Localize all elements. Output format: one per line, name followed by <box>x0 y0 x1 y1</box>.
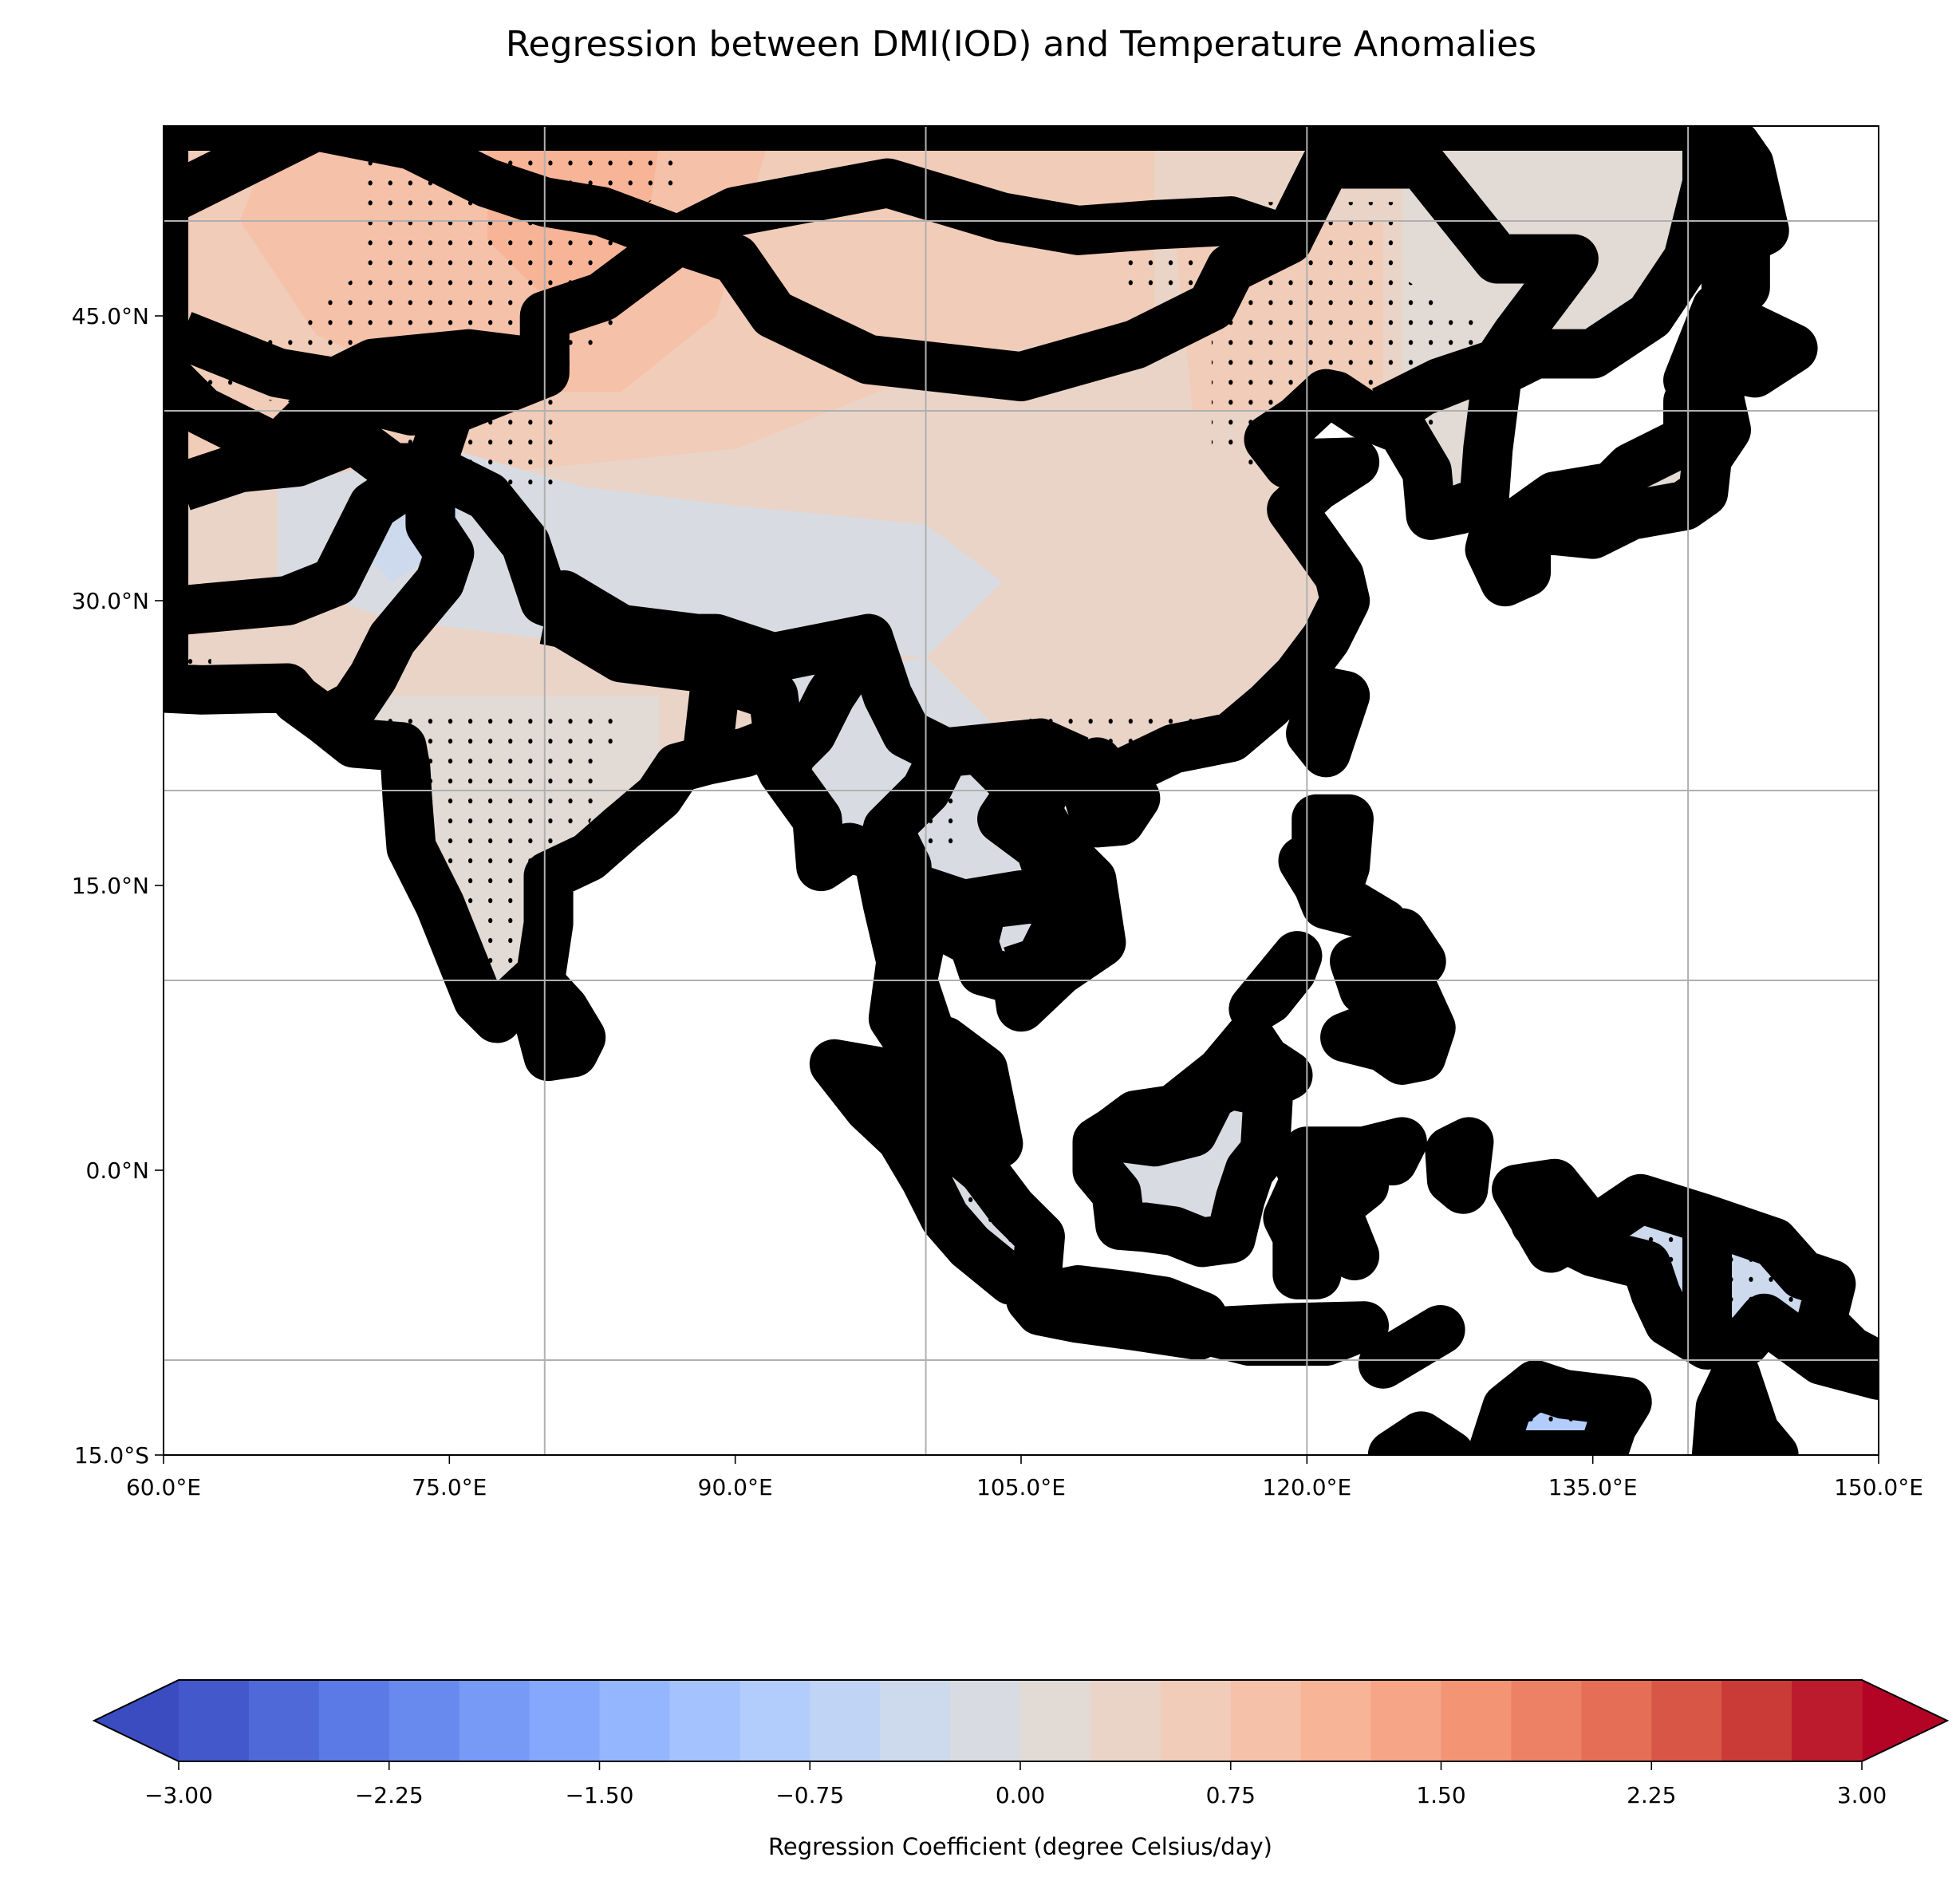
map-axes <box>164 126 1879 1455</box>
colorbar-segment <box>950 1680 1021 1761</box>
border-russia-kazakhstan <box>164 126 687 263</box>
gridlines <box>164 126 1879 1455</box>
colorbar-tick-label: 1.50 <box>1416 1782 1465 1808</box>
colorbar-segment <box>1651 1680 1722 1761</box>
colorbar-segment <box>1581 1680 1653 1761</box>
colorbar-tick-label: 2.25 <box>1627 1782 1676 1808</box>
colorbar-segment <box>1370 1680 1442 1761</box>
colorbar-segment <box>1160 1680 1232 1761</box>
colorbar-tick-label: −1.50 <box>566 1782 634 1808</box>
colorbar-segment <box>739 1680 811 1761</box>
x-tick-label: 135.0°E <box>1548 1474 1638 1500</box>
x-tick-label: 90.0°E <box>698 1474 773 1500</box>
colorbar-extend-min <box>94 1680 179 1761</box>
x-tick-label: 105.0°E <box>976 1474 1066 1500</box>
colorbar-segment <box>669 1680 741 1761</box>
colorbar-segment <box>1721 1680 1792 1761</box>
x-tick-label: 120.0°E <box>1262 1474 1351 1500</box>
colorbar-segment <box>880 1680 951 1761</box>
colorbar-segment <box>529 1680 601 1761</box>
x-tick-label: 60.0°E <box>126 1474 201 1500</box>
country-borders <box>164 126 1733 1345</box>
colorbar-tick-label: −3.00 <box>144 1782 213 1808</box>
colorbar-segment <box>1511 1680 1583 1761</box>
colorbar-extend-max <box>1862 1680 1947 1761</box>
colorbar-segment <box>1792 1680 1863 1761</box>
border-borneo <box>1107 1059 1264 1167</box>
chart-title: Regression between DMI(IOD) and Temperat… <box>506 24 1536 65</box>
border-mongolia <box>667 158 1313 402</box>
border-korea <box>1378 343 1497 432</box>
y-tick-label: 45.0°N <box>72 303 149 329</box>
colorbar-tick-label: −0.75 <box>775 1782 844 1808</box>
border-central-asia <box>164 312 570 474</box>
y-tick-label: 0.0°N <box>86 1157 149 1184</box>
colorbar-segment <box>248 1680 320 1761</box>
colorbar: −3.00 −2.25 −1.50 −0.75 0.00 0.75 1.50 2.25 3.00 <box>92 1679 1950 1808</box>
y-tick-label: 15.0°N <box>72 873 149 899</box>
colorbar-segment <box>1090 1680 1161 1761</box>
map-ticks: 60.0°E 75.0°E 90.0°E 105.0°E 120.0°E 135.0°E 1… <box>72 303 1923 1500</box>
x-tick-label: 150.0°E <box>1834 1474 1923 1500</box>
colorbar-segment <box>459 1680 530 1761</box>
y-tick-label: 15.0°S <box>74 1442 149 1469</box>
stipple-india <box>382 714 621 1000</box>
colorbar-segment <box>1020 1680 1091 1761</box>
colorbar-tick-label: 0.75 <box>1206 1782 1256 1808</box>
colorbar-segment <box>599 1680 671 1761</box>
border-india-pakistan <box>314 467 475 743</box>
colorbar-segment <box>318 1680 390 1761</box>
border-bangladesh <box>681 652 808 775</box>
colorbar-segment <box>388 1680 460 1761</box>
x-tick-label: 75.0°E <box>412 1474 487 1500</box>
colorbar-segment <box>1441 1680 1512 1761</box>
colorbar-tick-label: 0.00 <box>996 1782 1045 1808</box>
colorbar-tick-label: −2.25 <box>355 1782 424 1808</box>
colorbar-label: Regression Coefficient (degree Celsius/d… <box>768 1833 1272 1860</box>
colorbar-tick-label: 3.00 <box>1837 1782 1887 1808</box>
y-tick-label: 30.0°N <box>72 588 149 614</box>
colorbar-segment <box>1230 1680 1302 1761</box>
colorbar-segment <box>810 1680 881 1761</box>
colorbar-segment <box>1300 1680 1372 1761</box>
colorbar-segment <box>179 1680 250 1761</box>
border-thailand-cambodia <box>949 873 1094 995</box>
